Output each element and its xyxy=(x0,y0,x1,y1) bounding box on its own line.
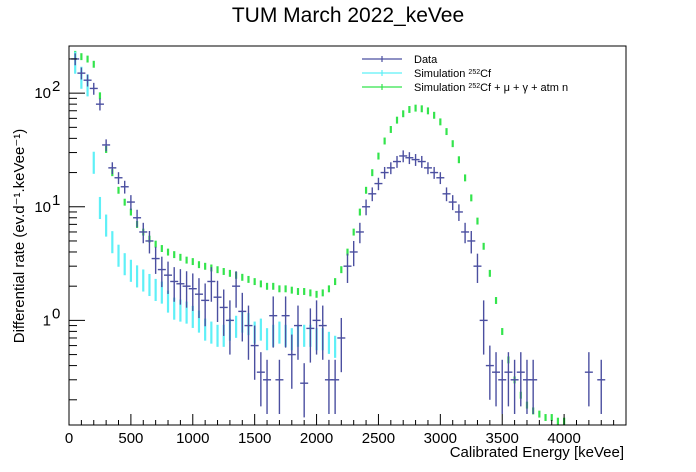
plot-frame xyxy=(68,45,627,426)
x-tick-label: 1000 xyxy=(176,430,209,447)
legend-label: Data xyxy=(414,54,438,66)
x-tick-label: 1500 xyxy=(238,430,271,447)
y-axis-title: Differential rate (ev.d⁻¹.keVee⁻¹) xyxy=(11,129,28,344)
x-tick-label: 2000 xyxy=(300,430,333,447)
legend: Data Simulation 252Cf Simulation 252Cf + μ… xyxy=(350,51,620,97)
x-tick-label: 2500 xyxy=(362,430,395,447)
x-tick-label: 3500 xyxy=(486,430,519,447)
legend-label: Simulation 252Cf + μ + γ + atm n xyxy=(414,82,568,94)
x-tick-label: 4000 xyxy=(547,430,580,447)
x-tick-label: 0 xyxy=(65,430,73,447)
series-layer xyxy=(71,50,606,425)
x-axis-title: Calibrated Energy [keVee] xyxy=(450,444,624,461)
chart-title: TUM March 2022_keVee xyxy=(232,4,464,27)
legend-label: Simulation 252Cf xyxy=(414,68,492,80)
y-tick-exponent: 2 xyxy=(52,78,60,95)
x-tick-label: 500 xyxy=(118,430,143,447)
x-tick-label: 3000 xyxy=(424,430,457,447)
series-0 xyxy=(71,53,606,418)
y-tick-label: 1 xyxy=(43,312,51,329)
y-tick-label: 10 xyxy=(34,199,51,216)
y-tick-exponent: 0 xyxy=(52,305,60,322)
y-tick-exponent: 1 xyxy=(52,192,60,209)
y-tick-label: 10 xyxy=(34,85,51,102)
series-2 xyxy=(74,50,566,425)
